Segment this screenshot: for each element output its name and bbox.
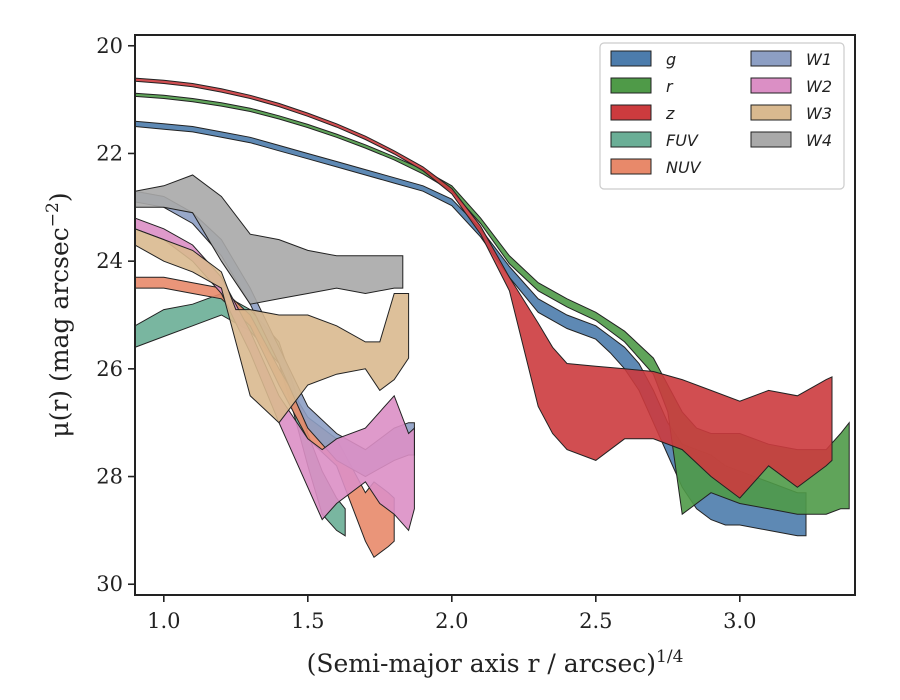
- y-axis-ticks: 20 22 24 26 28 30: [96, 34, 135, 596]
- y-tick-label: 26: [96, 357, 123, 381]
- legend-label-nuv: NUV: [666, 158, 702, 177]
- legend-label-w3: W3: [806, 104, 832, 123]
- x-tick-label: 2.5: [579, 609, 612, 633]
- legend-label-z: z: [665, 104, 675, 123]
- x-tick-label: 1.5: [291, 609, 324, 633]
- legend-label-fuv: FUV: [666, 131, 699, 150]
- legend-swatch-z: [610, 104, 652, 121]
- y-tick-label: 30: [96, 572, 123, 596]
- series-band-w4: [135, 174, 404, 305]
- legend-swatch-w4: [750, 131, 792, 148]
- x-tick-label: 3.0: [723, 609, 756, 633]
- y-tick-label: 24: [96, 249, 123, 273]
- legend-label-w4: W4: [806, 131, 832, 150]
- legend-swatch-r: [610, 77, 652, 94]
- series-band-z: [135, 77, 833, 499]
- legend-swatch-fuv: [610, 131, 652, 148]
- legend-swatch-w2: [750, 77, 792, 94]
- series-areas: [135, 77, 850, 559]
- legend-label-g: g: [666, 50, 676, 69]
- y-tick-label: 22: [96, 141, 123, 165]
- x-axis-label: (Semi-major axis r / arcsec)1/4: [307, 647, 684, 678]
- legend-swatch-g: [610, 50, 652, 67]
- plot-frame: [134, 34, 856, 596]
- y-tick-label: 20: [96, 34, 123, 58]
- legend: grz FUV NUV W1 W2 W3 W4: [599, 42, 845, 190]
- series-band-w3: [135, 228, 410, 424]
- legend-label-w2: W2: [806, 77, 832, 96]
- legend-swatch-w3: [750, 104, 792, 121]
- y-axis-label: μ(r) (mag arcsec−2): [43, 192, 74, 437]
- x-tick-label: 2.0: [435, 609, 468, 633]
- legend-label-w1: W1: [806, 50, 832, 69]
- y-tick-label: 28: [96, 465, 123, 489]
- x-tick-label: 1.0: [147, 609, 180, 633]
- legend-swatch-w1: [750, 50, 792, 67]
- legend-label-r: r: [666, 77, 674, 96]
- x-axis-ticks: 1.0 1.5 2.0 2.5 3.0: [147, 595, 757, 633]
- legend-swatch-nuv: [610, 158, 652, 175]
